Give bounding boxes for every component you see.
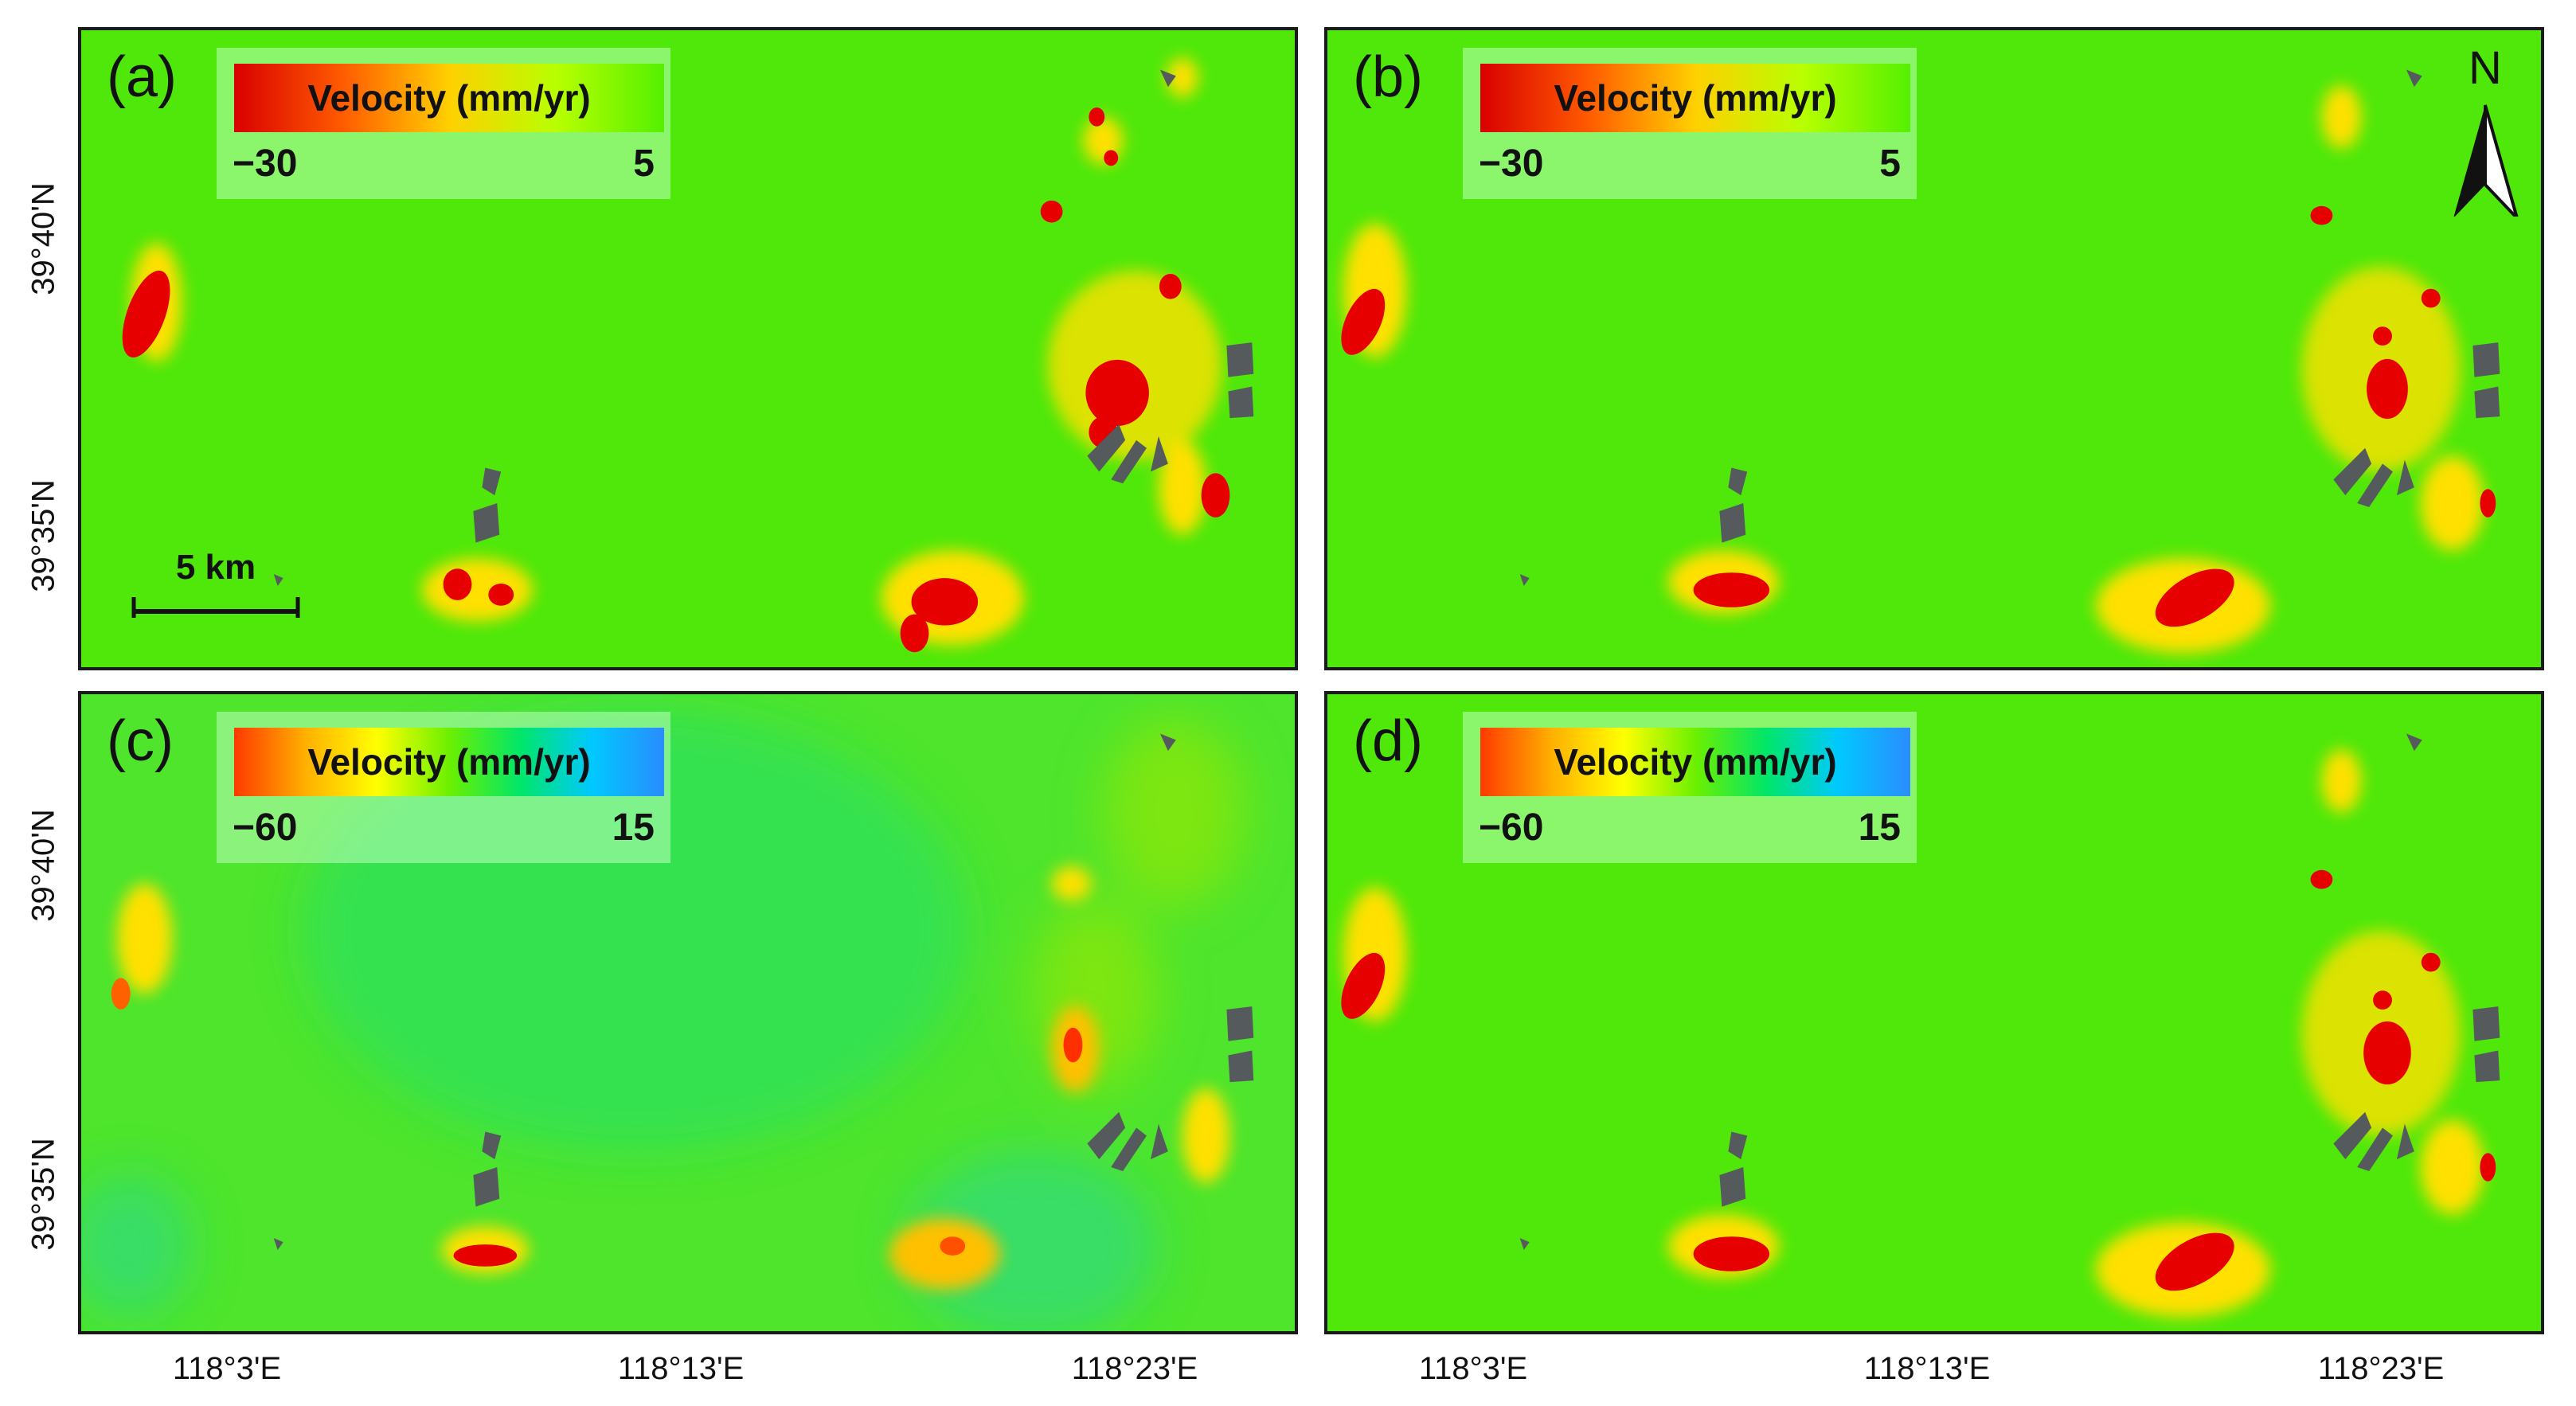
panel-label: (d) xyxy=(1353,709,1423,773)
legend-min-value: −30 xyxy=(1479,143,1544,185)
legend-title: Velocity (mm/yr) xyxy=(307,77,591,119)
legend-title: Velocity (mm/yr) xyxy=(1554,741,1837,783)
latitude-tick-label: 39°35'N xyxy=(25,479,61,592)
longitude-tick-label: 118°13'E xyxy=(1863,1351,1991,1386)
velocity-legend: Velocity (mm/yr) −30 5 xyxy=(1463,48,1917,199)
color-ramp: Velocity (mm/yr) xyxy=(234,728,664,796)
legend-max-value: 15 xyxy=(1858,806,1901,849)
legend-min-value: −30 xyxy=(233,143,298,185)
velocity-legend: Velocity (mm/yr) −60 15 xyxy=(1463,712,1917,863)
scale-bar: 5 km xyxy=(124,548,307,619)
map-panel-d: (d) Velocity (mm/yr) −60 15 xyxy=(1324,691,2544,1334)
north-arrow-icon xyxy=(2453,104,2519,217)
longitude-tick-label: 118°23'E xyxy=(1071,1351,1198,1386)
legend-min-value: −60 xyxy=(233,806,298,849)
scale-bar-label: 5 km xyxy=(175,548,256,587)
legend-min-value: −60 xyxy=(1479,806,1544,849)
longitude-tick-label: 118°3'E xyxy=(172,1351,282,1386)
latitude-tick-label: 39°35'N xyxy=(25,1138,61,1251)
legend-title: Velocity (mm/yr) xyxy=(1554,77,1837,119)
legend-max-value: 15 xyxy=(612,806,655,849)
velocity-legend: Velocity (mm/yr) −30 5 xyxy=(217,48,670,199)
panel-label: (b) xyxy=(1353,45,1423,109)
color-ramp: Velocity (mm/yr) xyxy=(1480,64,1910,132)
map-panel-a: (a) Velocity (mm/yr) −30 5 5 km xyxy=(78,27,1298,670)
scale-bar-line xyxy=(131,597,300,618)
velocity-legend: Velocity (mm/yr) −60 15 xyxy=(217,712,670,863)
latitude-tick-label: 39°40'N xyxy=(25,809,61,922)
north-arrow-label: N xyxy=(2469,42,2502,94)
longitude-tick-label: 118°23'E xyxy=(2317,1351,2445,1386)
legend-max-value: 5 xyxy=(1879,143,1901,185)
north-arrow: N xyxy=(2445,41,2525,217)
legend-title: Velocity (mm/yr) xyxy=(307,741,591,783)
map-panel-c: (c) Velocity (mm/yr) −60 15 xyxy=(78,691,1298,1334)
longitude-tick-label: 118°13'E xyxy=(617,1351,745,1386)
latitude-tick-label: 39°40'N xyxy=(25,182,61,295)
longitude-tick-label: 118°3'E xyxy=(1418,1351,1528,1386)
legend-max-value: 5 xyxy=(633,143,655,185)
color-ramp: Velocity (mm/yr) xyxy=(1480,728,1910,796)
panel-label: (a) xyxy=(107,45,177,109)
map-panel-b: (b) Velocity (mm/yr) −30 5 N xyxy=(1324,27,2544,670)
panel-label: (c) xyxy=(107,709,174,773)
color-ramp: Velocity (mm/yr) xyxy=(234,64,664,132)
